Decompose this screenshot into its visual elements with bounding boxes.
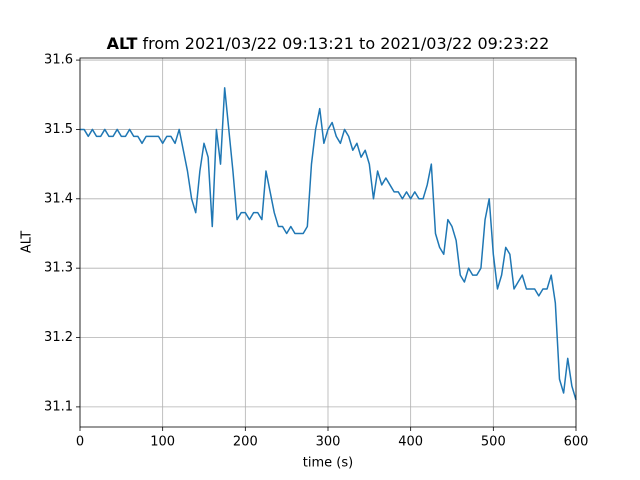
y-tick-label: 31.4 — [44, 191, 73, 206]
data-line — [80, 87, 577, 401]
y-tick-label: 31.5 — [44, 122, 73, 137]
y-tick-label: 31.1 — [44, 399, 73, 414]
y-tick-label: 31.3 — [44, 261, 73, 276]
x-tick-label: 500 — [481, 435, 506, 450]
x-tick-label: 200 — [233, 435, 258, 450]
title-range: from 2021/03/22 09:13:21 to 2021/03/22 0… — [142, 34, 549, 53]
y-tick-label: 31.6 — [44, 53, 73, 68]
y-axis-label: ALT — [20, 231, 35, 253]
plot-frame — [79, 57, 577, 428]
chart-title: ALT from 2021/03/22 09:13:21 to 2021/03/2… — [107, 34, 550, 53]
x-tick-label: 400 — [398, 435, 423, 450]
x-tick-label: 600 — [564, 435, 589, 450]
x-axis-label: time (s) — [303, 456, 353, 471]
title-name: ALT — [107, 34, 138, 53]
y-tick-label: 31.2 — [44, 330, 73, 345]
x-tick-label: 0 — [76, 435, 84, 450]
x-tick-label: 100 — [150, 435, 175, 450]
x-tick-label: 300 — [316, 435, 341, 450]
